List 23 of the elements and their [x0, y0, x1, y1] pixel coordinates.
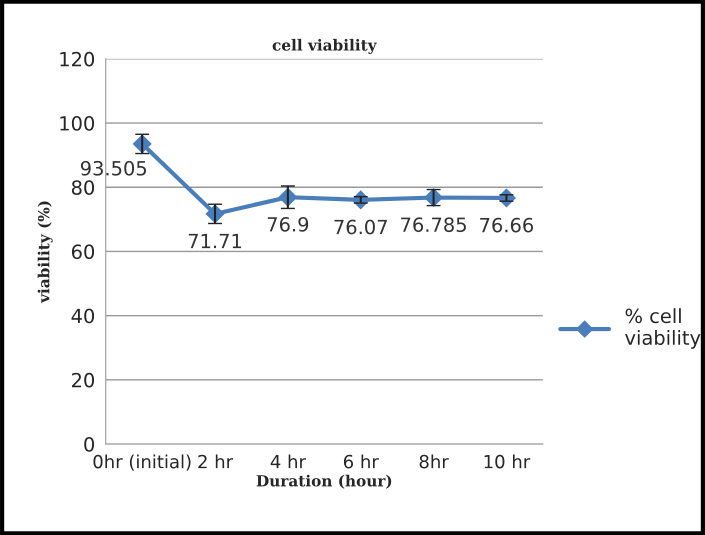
data-label: 76.07	[334, 220, 387, 234]
chart-title: cell viability	[272, 38, 377, 54]
y-tick-label: 80	[72, 180, 94, 195]
data-label: 76.785	[401, 217, 466, 232]
y-tick-label: 20	[72, 372, 94, 388]
y-tick-label: 40	[72, 308, 94, 324]
y-tick-label: 100	[60, 116, 94, 131]
data-label: 76.9	[268, 216, 308, 232]
y-tick-label: 0	[84, 437, 94, 452]
x-axis-title: Duration (hour)	[256, 474, 392, 489]
x-tick-label: 2 hr	[198, 454, 234, 468]
data-label: 71.71	[188, 234, 242, 248]
x-tick-label: 8hr	[420, 454, 449, 468]
legend-label: % cell viability	[625, 308, 700, 349]
y-axis-title: viability (%)	[38, 201, 53, 304]
data-label: 93.505	[80, 160, 146, 176]
x-tick-label: 6 hr	[344, 454, 379, 468]
y-tick-label: 120	[60, 52, 94, 67]
x-tick-label: 4 hr	[270, 454, 306, 468]
y-tick-label: 60	[72, 244, 94, 260]
data-label: 76.66	[480, 218, 534, 232]
x-tick-label: 0hr (initial)	[93, 454, 191, 471]
x-tick-label: 10 hr	[484, 454, 530, 468]
